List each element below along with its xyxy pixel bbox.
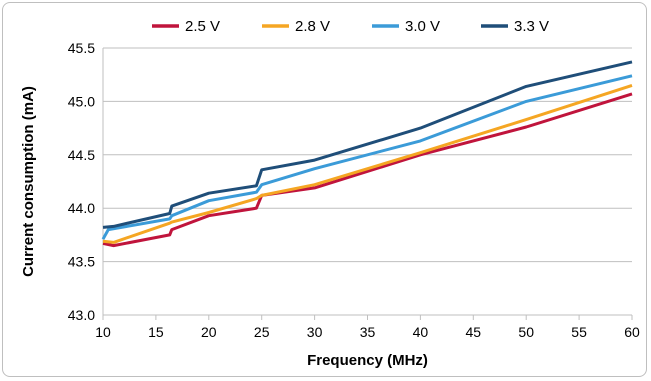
x-tick-label: 35 xyxy=(360,324,376,340)
axes xyxy=(103,48,632,320)
y-tick-label: 43.5 xyxy=(68,254,95,270)
x-tick-label: 15 xyxy=(148,324,164,340)
y-tick-labels: 43.0 43.5 44.0 44.5 45.0 45.5 xyxy=(68,40,95,323)
series-line-2 xyxy=(103,85,632,242)
y-tick-label: 44.5 xyxy=(68,147,95,163)
series-line-4 xyxy=(103,62,632,228)
y-tick-label: 45.5 xyxy=(68,40,95,56)
x-tick-label: 10 xyxy=(95,324,111,340)
x-tick-label: 40 xyxy=(413,324,429,340)
y-tick-label: 43.0 xyxy=(68,307,95,323)
x-tick-label: 55 xyxy=(571,324,587,340)
legend-label: 3.3 V xyxy=(514,18,549,35)
x-tick-label: 30 xyxy=(307,324,323,340)
legend-label: 2.5 V xyxy=(185,18,220,35)
y-tick-label: 44.0 xyxy=(68,200,95,216)
y-axis-title: Current consumption (mA) xyxy=(20,86,37,277)
series-lines xyxy=(103,62,632,246)
legend-label: 3.0 V xyxy=(405,18,440,35)
x-tick-label: 50 xyxy=(518,324,534,340)
legend: 2.5 V 2.8 V 3.0 V 3.3 V xyxy=(152,18,549,35)
x-tick-label: 45 xyxy=(466,324,482,340)
series-line-3 xyxy=(103,76,632,239)
x-tick-label: 25 xyxy=(254,324,270,340)
y-tick-label: 45.0 xyxy=(68,93,95,109)
legend-label: 2.8 V xyxy=(295,18,330,35)
x-tick-label: 60 xyxy=(624,324,640,340)
x-tick-label: 20 xyxy=(201,324,217,340)
gridlines xyxy=(103,48,632,315)
x-tick-labels: 10 15 20 25 30 35 40 45 50 55 60 xyxy=(95,324,640,340)
x-axis-title: Frequency (MHz) xyxy=(307,352,428,369)
